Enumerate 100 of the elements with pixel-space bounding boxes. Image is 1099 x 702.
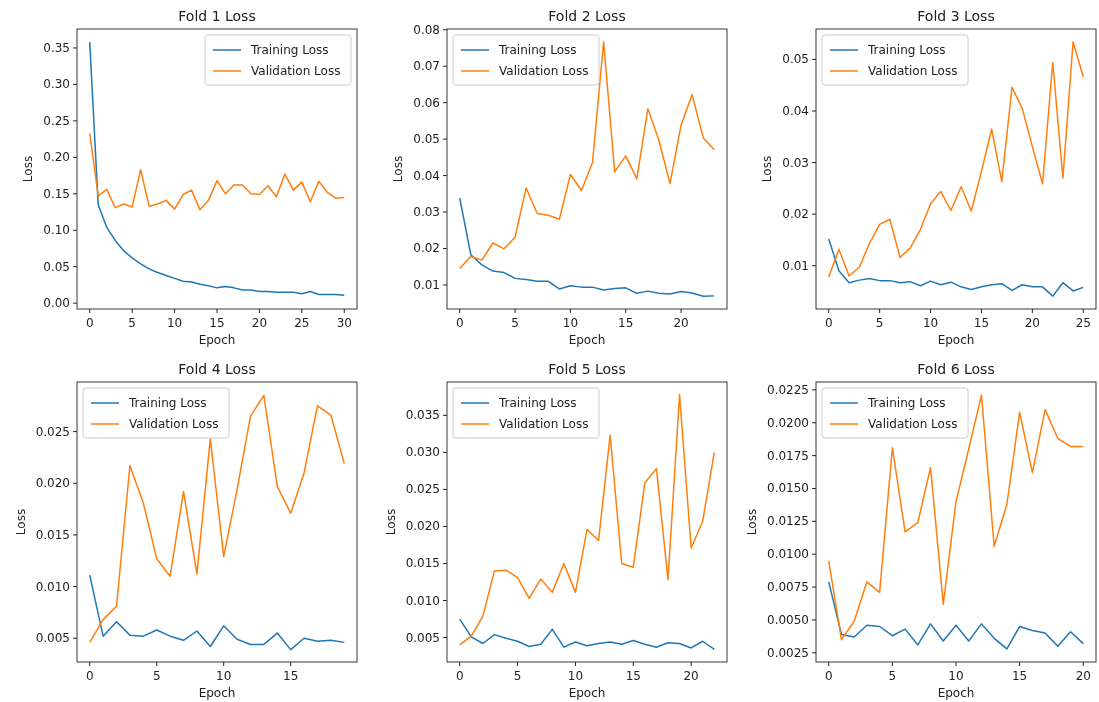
x-tick-label: 10 <box>922 316 939 330</box>
y-tick-label: 0.015 <box>35 527 70 542</box>
y-tick-label: 0.030 <box>405 445 440 460</box>
y-tick-label: 0.05 <box>43 259 70 274</box>
y-axis-title: Loss <box>20 155 35 183</box>
legend-label: Training Loss <box>498 43 577 57</box>
x-axis-title: Epoch <box>568 333 606 347</box>
y-tick-label: 0.0125 <box>767 514 809 529</box>
y-axis-title: Loss <box>759 155 774 183</box>
legend-label: Training Loss <box>250 43 329 57</box>
line-series <box>458 41 716 270</box>
x-tick-label: 15 <box>1012 669 1028 683</box>
chart-title: Fold 4 Loss <box>178 361 256 377</box>
x-tick-label: 0 <box>85 669 94 683</box>
x-tick-label: 20 <box>1075 669 1091 683</box>
x-tick-label: 5 <box>875 316 884 330</box>
x-tick-label: 20 <box>1024 316 1040 330</box>
x-tick-label: 5 <box>128 316 136 330</box>
legend-label: Training Loss <box>498 396 577 410</box>
y-tick-label: 0.0075 <box>767 580 809 595</box>
line-series <box>827 41 1085 278</box>
x-axis-title: Epoch <box>198 686 236 700</box>
x-tick-label: 10 <box>562 316 579 330</box>
chart-title: Fold 2 Loss <box>548 8 626 24</box>
x-tick-label: 10 <box>166 316 183 330</box>
chart-title: Fold 6 Loss <box>917 361 995 377</box>
y-tick-label: 0.03 <box>782 155 809 170</box>
legend-label: Training Loss <box>867 396 946 410</box>
y-tick-label: 0.07 <box>413 59 440 74</box>
x-tick-label: 5 <box>152 669 161 683</box>
y-tick-label: 0.02 <box>413 241 440 256</box>
y-tick-label: 0.25 <box>43 113 70 128</box>
x-tick-label: 10 <box>567 669 584 683</box>
y-tick-label: 0.0175 <box>767 448 809 463</box>
y-tick-label: 0.015 <box>405 556 440 571</box>
x-axis-title: Epoch <box>937 333 975 347</box>
x-tick-label: 20 <box>683 669 699 683</box>
y-axis-title: Loss <box>745 508 760 536</box>
line-series <box>458 197 716 297</box>
y-tick-label: 0.00 <box>43 296 70 311</box>
chart-title: Fold 1 Loss <box>178 8 256 24</box>
legend-label: Training Loss <box>128 396 207 410</box>
line-series <box>88 132 346 211</box>
y-tick-label: 0.005 <box>35 631 70 646</box>
y-axis-title: Loss <box>13 508 28 536</box>
y-tick-label: 0.0025 <box>767 645 809 660</box>
x-tick-label: 15 <box>283 669 299 683</box>
y-tick-label: 0.35 <box>43 40 70 55</box>
x-tick-label: 0 <box>824 669 833 683</box>
y-tick-label: 0.025 <box>35 424 70 439</box>
line-series <box>827 581 1085 650</box>
y-tick-label: 0.15 <box>43 186 70 201</box>
x-axis-title: Epoch <box>937 686 975 700</box>
y-tick-label: 0.01 <box>413 277 440 292</box>
x-tick-label: 5 <box>513 669 522 683</box>
y-axis-title: Loss <box>390 155 405 183</box>
x-tick-label: 0 <box>824 316 833 330</box>
line-series <box>458 618 716 651</box>
x-tick-label: 15 <box>618 316 634 330</box>
legend-label: Validation Loss <box>499 64 589 78</box>
y-tick-label: 0.010 <box>405 593 440 608</box>
y-tick-label: 0.020 <box>35 476 70 491</box>
x-axis-title: Epoch <box>568 686 606 700</box>
y-tick-label: 0.05 <box>413 132 440 147</box>
x-tick-label: 15 <box>625 669 641 683</box>
x-tick-label: 10 <box>216 669 232 683</box>
x-tick-label: 5 <box>888 669 897 683</box>
x-tick-label: 20 <box>251 316 268 330</box>
legend-label: Validation Loss <box>868 64 958 78</box>
legend-label: Validation Loss <box>499 417 589 431</box>
line-series <box>88 41 346 296</box>
y-tick-label: 0.08 <box>413 22 440 37</box>
legend-label: Training Loss <box>867 43 946 57</box>
y-tick-label: 0.010 <box>35 579 70 594</box>
y-axis-title: Loss <box>383 508 398 536</box>
x-tick-label: 15 <box>973 316 990 330</box>
line-series <box>827 238 1085 297</box>
y-tick-label: 0.020 <box>405 519 440 534</box>
x-tick-label: 25 <box>1075 316 1091 330</box>
y-tick-label: 0.05 <box>782 52 809 67</box>
x-tick-label: 20 <box>673 316 689 330</box>
y-tick-label: 0.0225 <box>767 382 809 397</box>
x-tick-label: 5 <box>511 316 519 330</box>
y-tick-label: 0.03 <box>413 205 440 220</box>
line-series <box>88 394 346 644</box>
y-tick-label: 0.20 <box>43 150 70 165</box>
x-axis-title: Epoch <box>198 333 236 347</box>
line-series <box>458 393 716 646</box>
y-tick-label: 0.0200 <box>767 415 809 430</box>
y-tick-label: 0.02 <box>782 207 809 222</box>
y-tick-label: 0.10 <box>43 223 70 238</box>
legend-label: Validation Loss <box>129 417 219 431</box>
x-tick-label: 0 <box>455 316 464 330</box>
x-tick-label: 0 <box>85 316 94 330</box>
x-tick-label: 25 <box>294 316 310 330</box>
y-tick-label: 0.06 <box>413 95 440 110</box>
x-tick-label: 30 <box>336 316 352 330</box>
y-tick-label: 0.04 <box>413 168 440 183</box>
y-tick-label: 0.30 <box>43 77 70 92</box>
y-tick-label: 0.0050 <box>767 612 809 627</box>
